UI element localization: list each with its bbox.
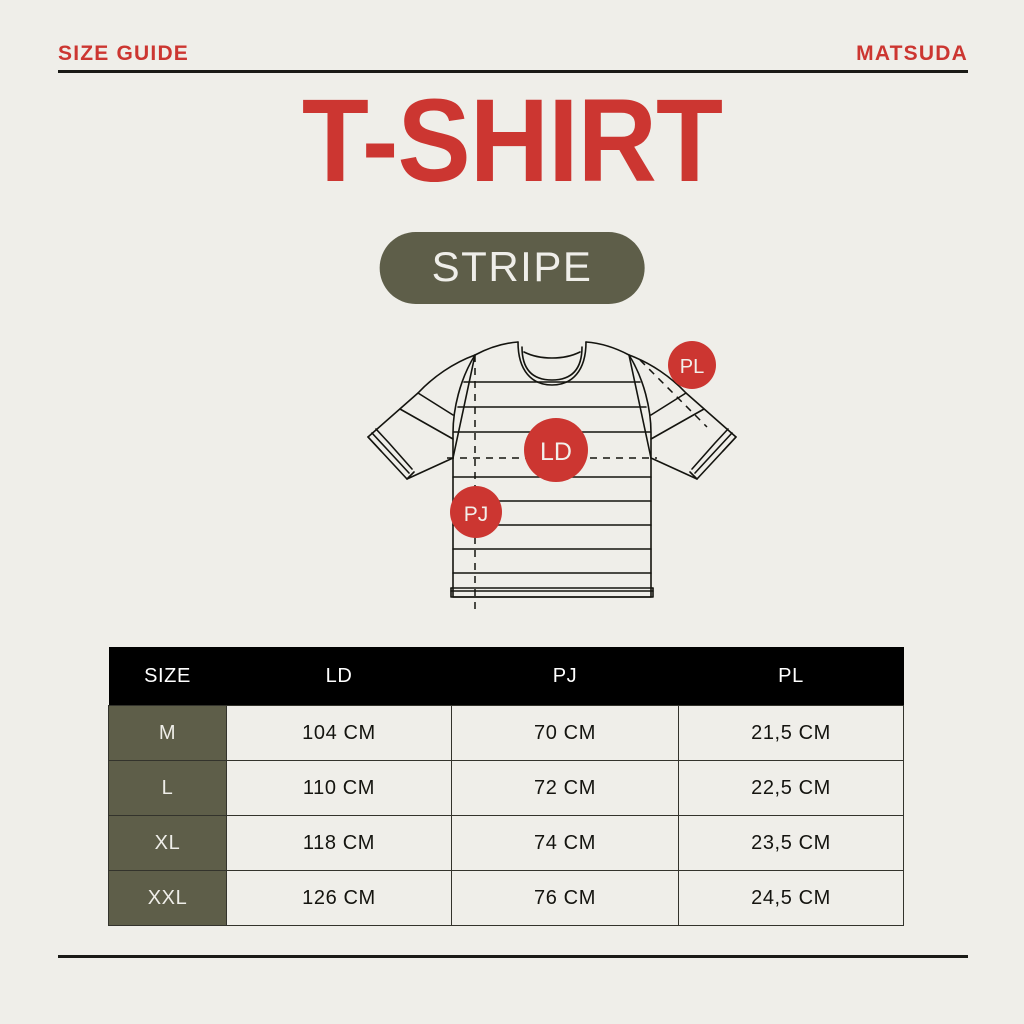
- cell-size: XL: [108, 815, 227, 871]
- cell-pj: 74 CM: [451, 815, 679, 871]
- cell-ld: 126 CM: [226, 870, 452, 926]
- table-row: XL 118 CM 74 CM 23,5 CM: [108, 815, 904, 871]
- cell-size: M: [108, 705, 227, 761]
- cell-pj: 76 CM: [451, 870, 679, 926]
- cell-pl: 23,5 CM: [678, 815, 904, 871]
- table-row: M 104 CM 70 CM 21,5 CM: [108, 705, 904, 761]
- cell-ld: 104 CM: [226, 705, 452, 761]
- cell-ld: 118 CM: [226, 815, 452, 871]
- col-header-pl: PL: [678, 647, 904, 706]
- size-table: SIZE LD PJ PL M 104 CM 70 CM 21,5 CM L 1…: [108, 647, 904, 926]
- marker-pj: PJ: [450, 486, 502, 538]
- svg-text:PJ: PJ: [464, 503, 489, 526]
- page-header: SIZE GUIDE MATSUDA: [58, 32, 968, 73]
- cell-pj: 70 CM: [451, 705, 679, 761]
- cell-pl: 22,5 CM: [678, 760, 904, 816]
- cell-size: XXL: [108, 870, 227, 926]
- page-title: T-SHIRT: [301, 75, 723, 207]
- svg-text:PL: PL: [680, 356, 704, 378]
- variant-badge: STRIPE: [379, 232, 645, 304]
- marker-pl: PL: [668, 341, 716, 389]
- svg-text:LD: LD: [540, 438, 572, 466]
- table-row: L 110 CM 72 CM 22,5 CM: [108, 760, 904, 816]
- cell-pj: 72 CM: [451, 760, 679, 816]
- header-divider: [58, 70, 968, 73]
- col-header-pj: PJ: [451, 647, 679, 706]
- tshirt-illustration: PL LD PJ: [352, 325, 752, 625]
- col-header-ld: LD: [226, 647, 452, 706]
- brand-name: MATSUDA: [856, 42, 968, 65]
- footer-divider: [58, 955, 968, 958]
- cell-pl: 21,5 CM: [678, 705, 904, 761]
- table-header-row: SIZE LD PJ PL: [108, 647, 904, 706]
- cell-pl: 24,5 CM: [678, 870, 904, 926]
- col-header-size: SIZE: [108, 647, 227, 706]
- cell-size: L: [108, 760, 227, 816]
- page-kicker: SIZE GUIDE: [58, 42, 190, 65]
- marker-ld: LD: [524, 418, 588, 482]
- table-row: XXL 126 CM 76 CM 24,5 CM: [108, 870, 904, 926]
- pl-guide-line: [639, 359, 708, 428]
- cell-ld: 110 CM: [226, 760, 452, 816]
